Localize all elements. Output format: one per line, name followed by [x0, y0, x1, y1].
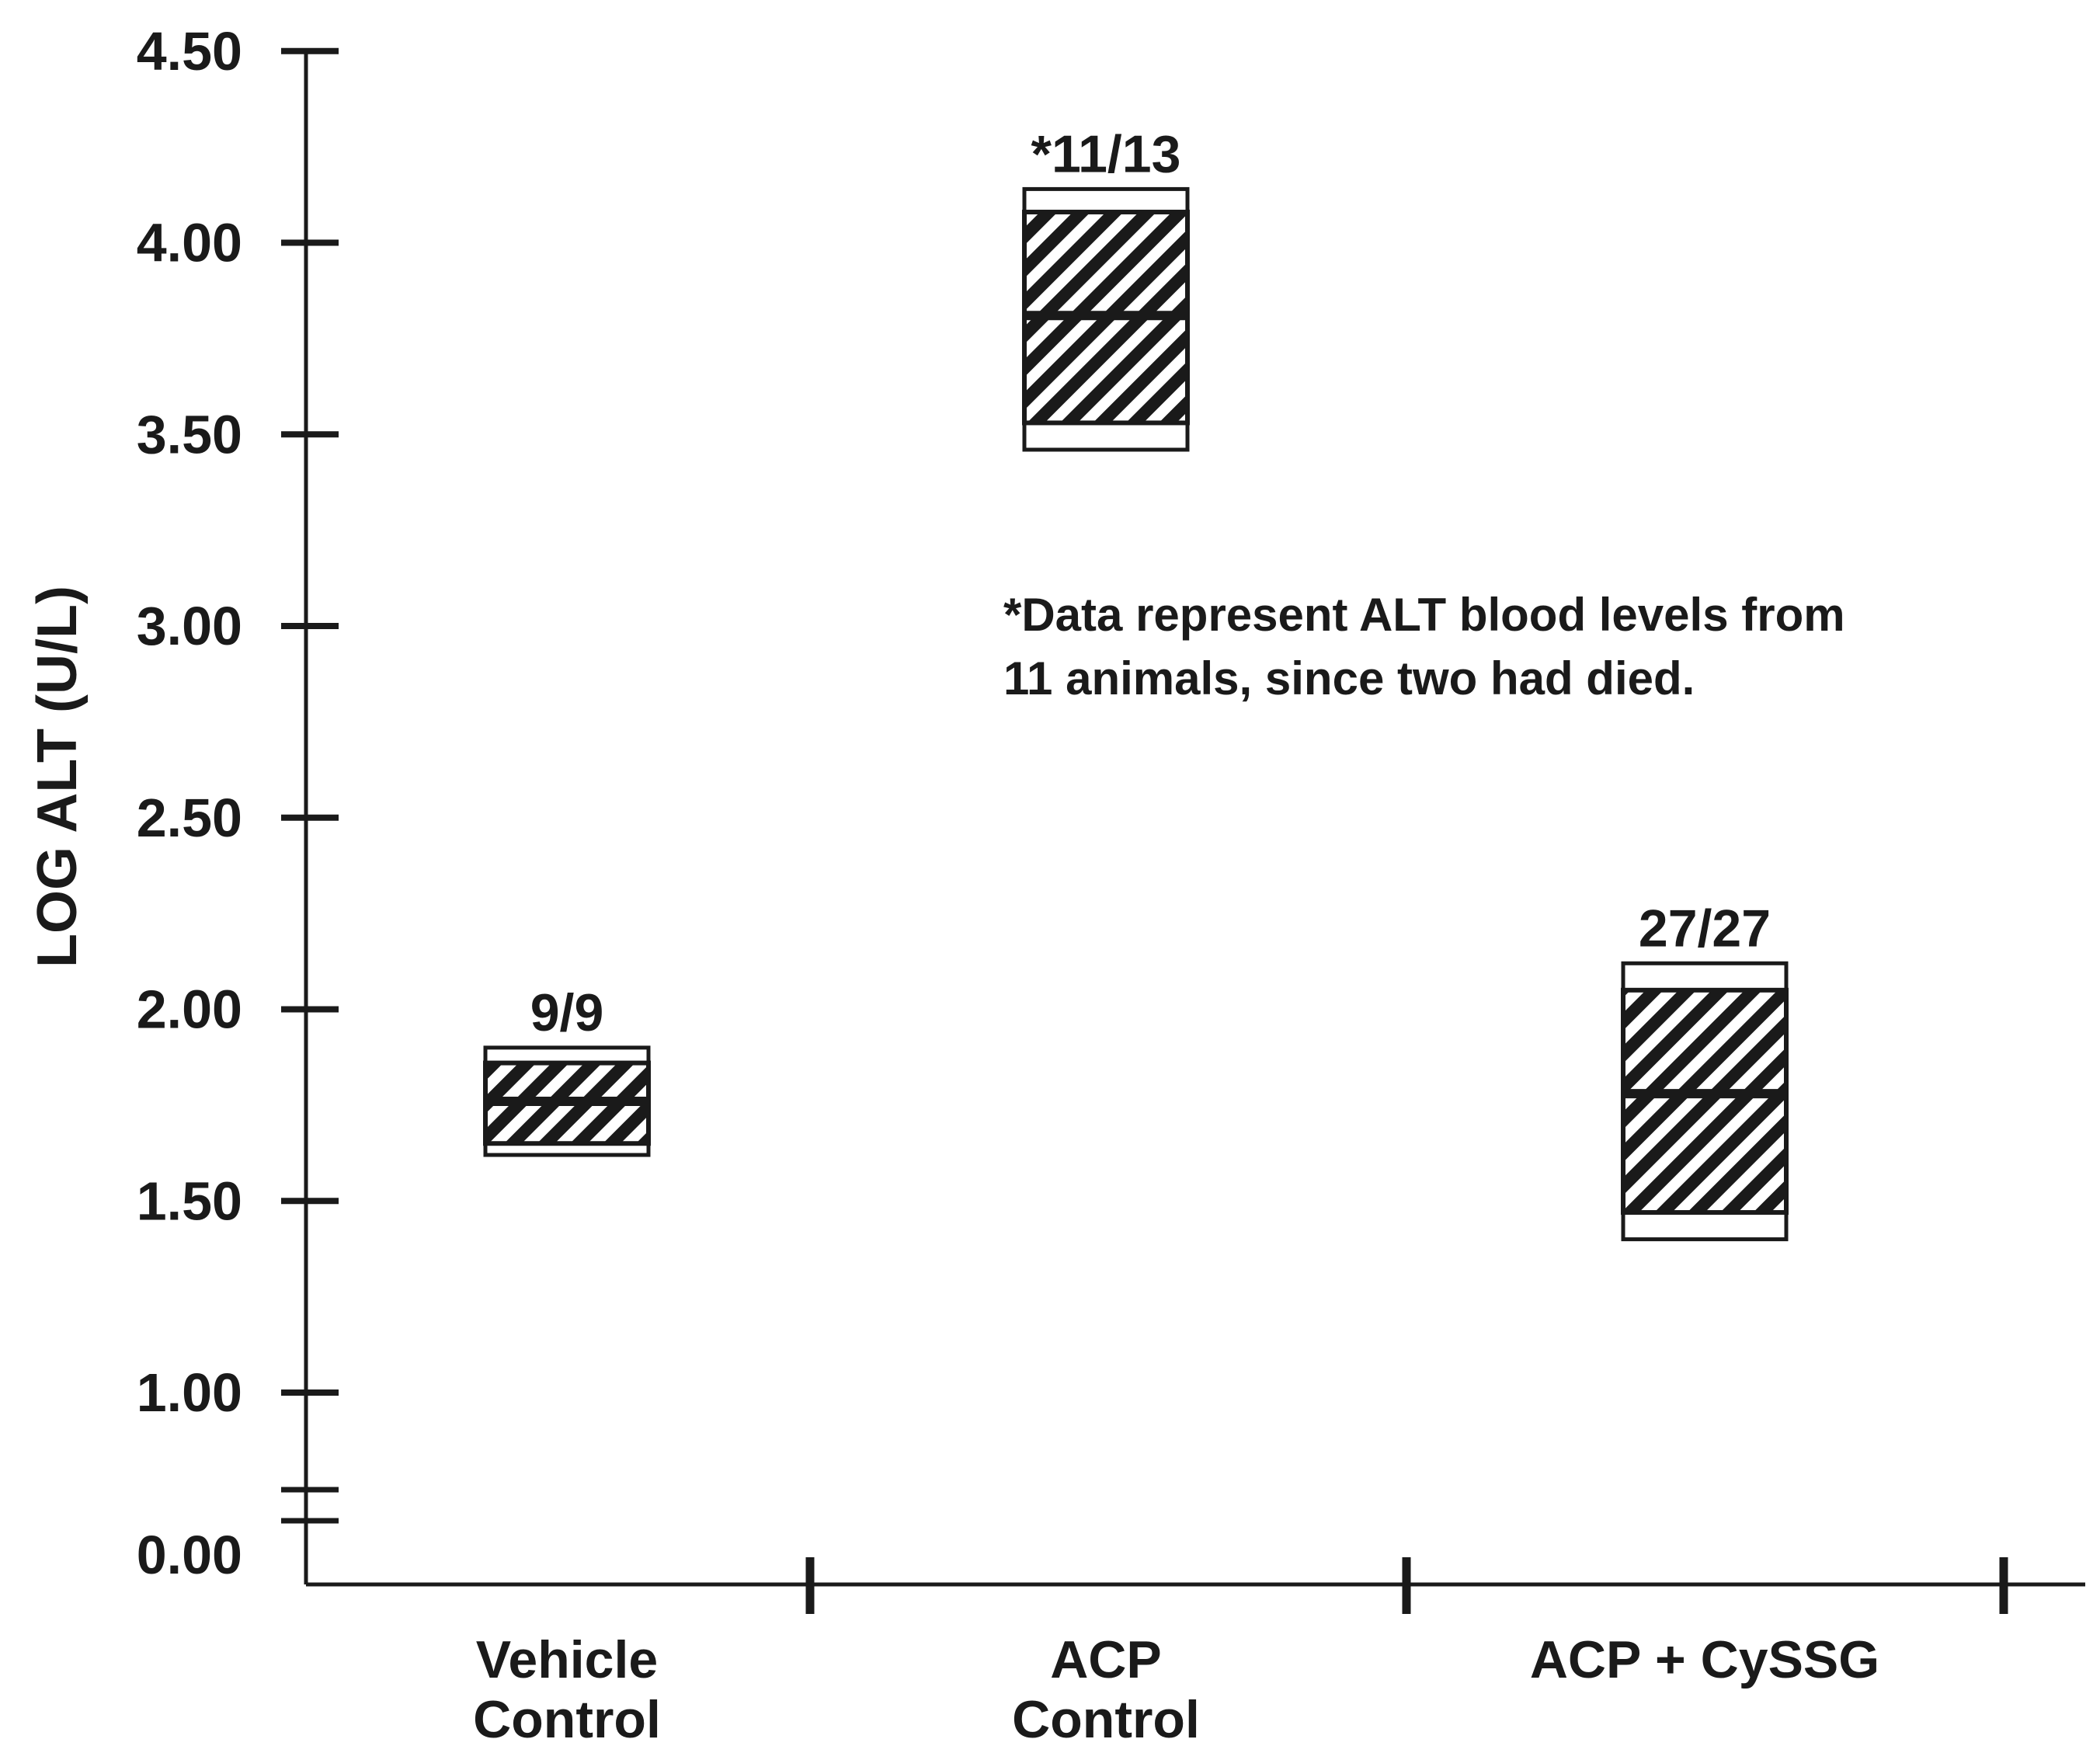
box-count-label-1: *11/13 [1031, 124, 1181, 183]
category-label-acp-line2: Control [1012, 1690, 1200, 1739]
y-ticks: 0.00 1.00 1.50 2.00 2.50 3.00 3.50 4.00 4.50 [137, 21, 339, 1585]
y-tick-label-7: 4.00 [137, 213, 242, 273]
box-iqr-2 [1621, 987, 1789, 1216]
x-axis: Vehicle Control ACP Control ACP + CySSG [306, 1557, 2085, 1739]
category-label-vehicle-line1: Vehicle [476, 1630, 658, 1689]
box-group-0: 9/9 [483, 983, 651, 1157]
boxes: 9/9 *11/13 27/27 [483, 124, 1789, 1242]
box-count-label-0: 9/9 [530, 983, 604, 1042]
box-group-2: 27/27 [1621, 899, 1789, 1242]
y-tick-label-1: 1.00 [137, 1362, 242, 1423]
category-label-acp-line1: ACP [1050, 1630, 1162, 1689]
y-tick-label-0: 0.00 [137, 1525, 242, 1585]
box-group-1: *11/13 [1022, 124, 1190, 452]
y-axis: 0.00 1.00 1.50 2.00 2.50 3.00 3.50 4.00 4.50 LOG… [26, 21, 339, 1585]
annotation-line-1: *Data represent ALT blood levels from [1003, 589, 1845, 641]
y-tick-label-4: 2.50 [137, 788, 242, 848]
y-tick-label-6: 3.50 [137, 404, 242, 464]
annotation-line-2: 11 animals, since two had died. [1003, 652, 1695, 704]
y-axis-title: LOG ALT (U/L) [26, 586, 89, 968]
y-tick-label-8: 4.50 [137, 21, 242, 82]
annotation-note: *Data represent ALT blood levels from 11… [1003, 589, 1845, 704]
y-tick-label-2: 1.50 [137, 1170, 242, 1231]
y-tick-label-3: 2.00 [137, 979, 242, 1040]
category-label-vehicle-line2: Control [473, 1690, 661, 1739]
y-tick-label-5: 3.00 [137, 596, 242, 656]
category-label-acp-cyssg: ACP + CySSG [1530, 1630, 1879, 1689]
box-count-label-2: 27/27 [1639, 899, 1771, 958]
